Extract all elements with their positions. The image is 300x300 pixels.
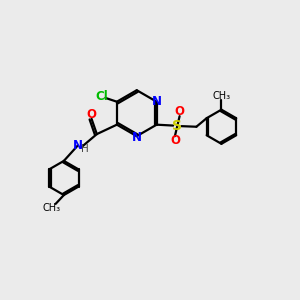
Text: H: H (81, 144, 88, 154)
Text: Cl: Cl (95, 90, 108, 103)
Text: CH₃: CH₃ (42, 203, 61, 213)
Text: N: N (152, 95, 162, 108)
Text: CH₃: CH₃ (212, 91, 230, 101)
Text: N: N (132, 130, 142, 143)
Text: O: O (86, 109, 97, 122)
Text: O: O (170, 134, 180, 147)
Text: O: O (175, 105, 184, 118)
Text: S: S (172, 119, 182, 133)
Text: N: N (73, 139, 83, 152)
